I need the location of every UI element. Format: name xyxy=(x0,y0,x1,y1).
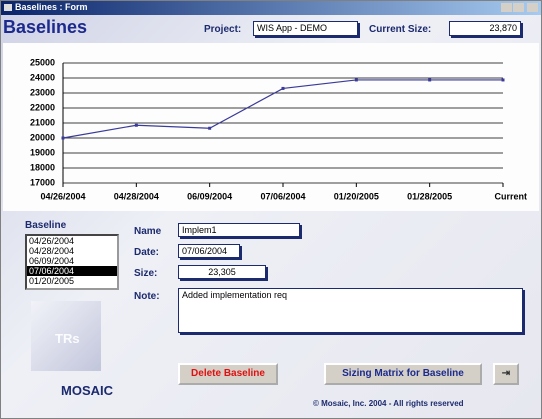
delete-baseline-button[interactable]: Delete Baseline xyxy=(178,363,278,385)
y-tick-label: 18000 xyxy=(30,162,55,172)
note-field[interactable]: Added implementation req xyxy=(178,288,523,333)
name-field[interactable]: Implem1 xyxy=(178,223,300,237)
size-label: Size: xyxy=(134,268,157,279)
size-field[interactable]: 23,305 xyxy=(178,265,266,279)
logo-cubes: TRs xyxy=(31,301,101,371)
x-tick-label: 01/28/2005 xyxy=(407,191,452,201)
chart: 17000 18000 19000 20000 21000 22000 23000 24000… xyxy=(3,43,539,211)
x-tick-label: 01/20/2005 xyxy=(334,191,379,201)
x-tick-label: Current xyxy=(494,191,527,201)
y-tick-label: 24000 xyxy=(30,72,55,82)
y-tick-label: 17000 xyxy=(30,177,55,187)
baseline-item[interactable]: 01/20/2005 xyxy=(27,276,117,286)
project-label: Project: xyxy=(204,24,241,35)
data-point xyxy=(62,137,65,140)
y-tick-label: 20000 xyxy=(30,132,55,142)
exit-button[interactable]: ⇥ xyxy=(493,363,519,385)
x-tick-label: 04/26/2004 xyxy=(40,191,85,201)
y-tick-label: 25000 xyxy=(30,57,55,67)
data-point xyxy=(355,78,358,81)
minimize-button[interactable] xyxy=(501,3,512,12)
sizing-matrix-button[interactable]: Sizing Matrix for Baseline xyxy=(324,363,482,385)
logo-text: MOSAIC xyxy=(61,383,113,398)
footer: © Mosaic, Inc. 2004 - All rights reserve… xyxy=(313,399,464,408)
date-field[interactable]: 07/06/2004 xyxy=(178,244,240,258)
note-label: Note: xyxy=(134,291,160,302)
x-tick-label: 04/28/2004 xyxy=(114,191,159,201)
y-tick-label: 21000 xyxy=(30,117,55,127)
title-bar: Baselines : Form xyxy=(1,1,541,15)
data-point xyxy=(502,78,505,81)
data-point xyxy=(208,127,211,130)
x-tick-label: 06/09/2004 xyxy=(187,191,232,201)
baseline-label: Baseline xyxy=(25,220,66,231)
data-point xyxy=(135,124,138,127)
baseline-item[interactable]: 07/06/2004 xyxy=(27,266,117,276)
baseline-item[interactable]: 06/09/2004 xyxy=(27,256,117,266)
baseline-item[interactable]: 04/28/2004 xyxy=(27,246,117,256)
baseline-item[interactable]: 04/26/2004 xyxy=(27,236,117,246)
maximize-button[interactable] xyxy=(513,3,524,12)
y-tick-label: 23000 xyxy=(30,87,55,97)
current-size-label: Current Size: xyxy=(369,24,431,35)
close-button[interactable] xyxy=(527,3,538,12)
form-window: Baselines : Form Baselines Project: WIS … xyxy=(0,0,542,419)
name-label: Name xyxy=(134,226,161,237)
current-size-field[interactable]: 23,870 xyxy=(449,21,521,36)
y-tick-label: 22000 xyxy=(30,102,55,112)
x-tick-label: 07/06/2004 xyxy=(260,191,305,201)
project-field[interactable]: WIS App - DEMO xyxy=(253,21,358,36)
logo-badge: TRs xyxy=(55,331,80,346)
y-tick-label: 19000 xyxy=(30,147,55,157)
window-icon xyxy=(4,4,12,11)
data-point xyxy=(282,87,285,90)
form-title: Baselines xyxy=(3,17,87,38)
window-title: Baselines : Form xyxy=(15,2,88,12)
date-label: Date: xyxy=(134,247,159,258)
data-point xyxy=(428,78,431,81)
